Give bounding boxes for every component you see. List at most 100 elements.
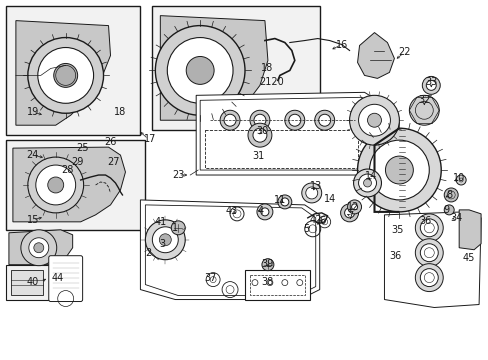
Circle shape xyxy=(28,157,83,213)
Circle shape xyxy=(159,234,171,246)
Polygon shape xyxy=(384,212,480,307)
Text: 45: 45 xyxy=(462,253,474,263)
Text: 25: 25 xyxy=(76,143,89,153)
Circle shape xyxy=(363,179,371,187)
Text: 36: 36 xyxy=(388,251,401,261)
Text: 10: 10 xyxy=(452,173,465,183)
Text: 30: 30 xyxy=(256,126,268,136)
Text: 22: 22 xyxy=(397,48,410,58)
Circle shape xyxy=(357,128,440,212)
Circle shape xyxy=(224,114,236,126)
Bar xyxy=(11,270,42,294)
Polygon shape xyxy=(458,210,480,250)
Text: 2120: 2120 xyxy=(259,77,284,87)
Circle shape xyxy=(443,205,453,215)
Bar xyxy=(6,265,51,300)
Circle shape xyxy=(261,208,268,216)
Circle shape xyxy=(247,123,271,147)
Text: 33: 33 xyxy=(424,77,436,87)
Circle shape xyxy=(305,187,317,199)
Text: 38: 38 xyxy=(261,276,273,287)
Circle shape xyxy=(220,110,240,130)
Circle shape xyxy=(29,238,49,258)
Text: 14: 14 xyxy=(365,171,377,181)
Text: 40: 40 xyxy=(27,276,39,287)
Text: 37: 37 xyxy=(203,273,216,283)
Text: 29: 29 xyxy=(71,157,83,167)
Circle shape xyxy=(145,220,185,260)
Text: 14: 14 xyxy=(323,194,335,204)
Circle shape xyxy=(318,114,330,126)
Circle shape xyxy=(351,204,357,210)
Text: 34: 34 xyxy=(449,213,461,223)
Circle shape xyxy=(385,156,412,184)
Circle shape xyxy=(369,140,428,200)
Text: 13: 13 xyxy=(309,181,321,191)
Circle shape xyxy=(277,195,291,209)
Bar xyxy=(249,275,304,294)
Circle shape xyxy=(171,221,185,235)
Text: 3: 3 xyxy=(159,239,165,249)
Text: 5: 5 xyxy=(303,224,309,234)
FancyBboxPatch shape xyxy=(49,256,82,302)
Text: 9: 9 xyxy=(442,205,448,215)
Circle shape xyxy=(420,269,437,287)
Circle shape xyxy=(280,198,288,206)
Text: 6: 6 xyxy=(319,216,325,226)
Text: 11: 11 xyxy=(273,195,285,205)
Text: 18: 18 xyxy=(260,63,272,73)
Text: 15: 15 xyxy=(26,215,39,225)
Circle shape xyxy=(155,26,244,115)
Circle shape xyxy=(344,208,354,218)
Polygon shape xyxy=(196,92,377,175)
Circle shape xyxy=(186,57,214,84)
Circle shape xyxy=(152,227,178,253)
Circle shape xyxy=(358,174,376,192)
Circle shape xyxy=(414,239,442,267)
Circle shape xyxy=(414,214,442,242)
Circle shape xyxy=(252,128,266,142)
Text: 7: 7 xyxy=(347,211,353,221)
Circle shape xyxy=(21,230,57,266)
Circle shape xyxy=(143,250,153,260)
Circle shape xyxy=(420,219,437,237)
Text: 39: 39 xyxy=(261,259,273,269)
Circle shape xyxy=(256,204,272,220)
Text: 1: 1 xyxy=(172,223,178,233)
Bar xyxy=(6,6,140,135)
Circle shape xyxy=(426,80,435,90)
Circle shape xyxy=(28,37,103,113)
Circle shape xyxy=(54,63,78,87)
Text: 19: 19 xyxy=(27,107,39,117)
Circle shape xyxy=(249,110,269,130)
Text: 4: 4 xyxy=(257,206,264,216)
Polygon shape xyxy=(13,147,125,222)
Text: 27: 27 xyxy=(107,157,120,167)
Text: 2: 2 xyxy=(145,248,151,258)
Text: 44: 44 xyxy=(52,273,64,283)
Text: 17: 17 xyxy=(144,134,156,144)
Bar xyxy=(244,270,309,300)
Circle shape xyxy=(367,113,381,127)
Text: 8: 8 xyxy=(445,190,451,200)
Circle shape xyxy=(353,169,381,197)
Text: 28: 28 xyxy=(61,165,74,175)
Text: 43: 43 xyxy=(225,206,238,216)
Text: 23: 23 xyxy=(172,170,184,180)
Circle shape xyxy=(253,114,265,126)
Text: 36: 36 xyxy=(418,216,430,226)
Text: 12: 12 xyxy=(346,202,359,212)
Circle shape xyxy=(455,175,465,185)
Circle shape xyxy=(340,204,358,222)
Circle shape xyxy=(36,165,76,205)
Circle shape xyxy=(422,76,439,94)
Polygon shape xyxy=(357,32,394,78)
Circle shape xyxy=(358,104,389,136)
Text: 16: 16 xyxy=(335,40,347,50)
Text: 41: 41 xyxy=(154,217,166,227)
Bar xyxy=(6,140,145,230)
Text: 42: 42 xyxy=(309,215,321,225)
Circle shape xyxy=(314,110,334,130)
Polygon shape xyxy=(160,15,267,120)
Polygon shape xyxy=(16,21,110,125)
